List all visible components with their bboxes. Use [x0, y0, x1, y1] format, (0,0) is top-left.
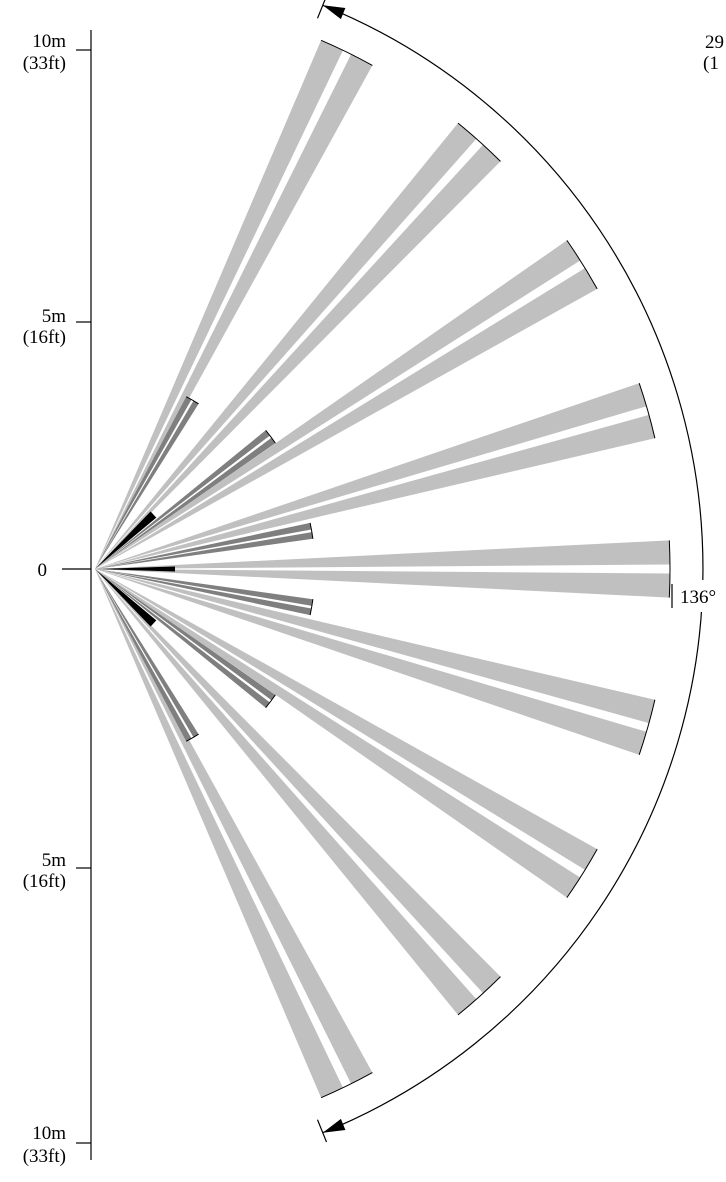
coverage-angle-label: 136°: [680, 587, 716, 608]
mid-beam-2a: [95, 522, 312, 569]
long-beam-7a: [95, 569, 501, 994]
long-beam-0a: [95, 40, 343, 570]
scale-upper-mid-meters: 5m: [42, 306, 67, 327]
mid-range-beams: [95, 396, 314, 742]
scale-upper-mid-feet: (16ft): [23, 327, 66, 348]
corner-note-line1: 29: [705, 32, 724, 53]
short-beam-1: [95, 566, 175, 572]
mid-beam-cap-2: [309, 522, 314, 539]
mid-beam-1a: [95, 430, 270, 569]
long-range-beams: [95, 39, 671, 1099]
long-beam-5b: [95, 569, 647, 755]
long-beam-1b: [95, 144, 501, 569]
long-beam-cap-1: [457, 122, 501, 162]
long-beam-cap-2: [566, 240, 598, 290]
mid-beam-4b: [95, 569, 270, 708]
mid-beam-1b: [95, 437, 276, 569]
mid-beam-cap-1: [265, 429, 276, 444]
long-beam-4b: [95, 569, 670, 598]
angle-label-bg: [676, 580, 726, 612]
short-range-beams: [95, 511, 175, 627]
long-beam-cap-6: [566, 848, 598, 898]
scale-origin-label: 0: [38, 560, 48, 581]
coverage-arc-line: [322, 4, 704, 1134]
coverage-arc: 136°: [316, 0, 726, 1143]
corner-note: 29 (1: [703, 32, 724, 74]
mid-beam-4a: [95, 569, 276, 701]
arc-end-tick-top: [316, 0, 326, 19]
scale-bottom-feet: (33ft): [23, 1146, 66, 1167]
mid-beam-5b: [95, 569, 192, 742]
long-beam-cap-4: [668, 540, 671, 598]
long-beam-4a: [95, 540, 670, 569]
scale-bottom-meters: 10m: [32, 1123, 66, 1144]
long-beam-2b: [95, 268, 598, 569]
long-beam-cap-7: [457, 976, 501, 1016]
long-beam-7b: [95, 569, 477, 1015]
long-beam-5a: [95, 569, 655, 724]
long-beam-2a: [95, 240, 581, 569]
long-beam-cap-0: [320, 39, 373, 66]
mid-beam-cap-5: [185, 733, 199, 742]
long-beam-cap-5: [638, 699, 656, 755]
arrow-head-top-icon: [322, 5, 346, 20]
short-beam-0: [95, 511, 157, 569]
mid-beam-0a: [95, 396, 192, 569]
long-beam-3a: [95, 383, 647, 569]
long-beam-1a: [95, 123, 477, 569]
scale-top-feet: (33ft): [23, 53, 66, 74]
scale-lower-mid-feet: (16ft): [23, 871, 66, 892]
distance-scale: 10m (33ft) 5m (16ft) 0 5m (16ft) 10m (33…: [23, 30, 92, 1167]
short-beam-2: [95, 569, 157, 627]
long-beam-cap-3: [638, 383, 656, 439]
mid-beam-cap-0: [185, 396, 199, 405]
mid-beam-5a: [95, 569, 199, 738]
long-beam-6b: [95, 569, 581, 898]
long-beam-6a: [95, 569, 598, 870]
mid-beam-3a: [95, 569, 313, 606]
mid-beam-cap-4: [265, 694, 276, 709]
corner-note-line2: (1: [703, 53, 719, 74]
long-beam-8b: [95, 569, 343, 1098]
long-beam-3b: [95, 414, 655, 569]
scale-top-meters: 10m: [32, 31, 66, 52]
arrow-head-bottom-icon: [322, 1118, 346, 1133]
arc-end-tick-bottom: [316, 1119, 328, 1143]
mid-beam-0b: [95, 400, 199, 569]
mid-beam-cap-3: [309, 599, 314, 616]
mid-beam-3b: [95, 569, 312, 616]
mid-beam-2b: [95, 532, 313, 569]
scale-lower-mid-meters: 5m: [42, 850, 67, 871]
long-beam-cap-8: [320, 1072, 373, 1099]
